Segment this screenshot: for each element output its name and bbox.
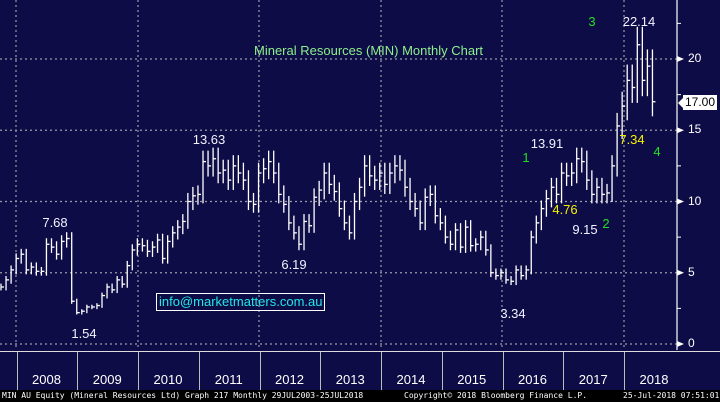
x-axis-separator — [563, 352, 565, 390]
x-tick-label: 2017 — [578, 372, 608, 387]
x-axis-separator — [441, 352, 443, 390]
price-annotation: 3.34 — [500, 306, 526, 321]
wave-count-label: 4 — [653, 144, 661, 159]
y-tick-label: 0 — [688, 336, 695, 350]
price-annotation: 13.91 — [530, 136, 564, 151]
price-annotation: 4.76 — [552, 202, 578, 217]
x-tick-label: 2015 — [457, 372, 487, 387]
status-timestamp: 25-Jul-2018 07:51:01 — [623, 391, 720, 400]
status-copyright: Copyright© 2018 Bloomberg Finance L.P. — [404, 391, 588, 400]
x-axis-separator — [502, 352, 504, 390]
x-axis-separator — [138, 352, 139, 390]
y-tick-label: 20 — [688, 51, 702, 65]
price-annotation: 9.15 — [572, 222, 598, 237]
x-axis-separator — [381, 352, 382, 390]
x-tick-label: 2008 — [32, 372, 61, 387]
x-axis-separator — [198, 352, 200, 390]
chart-title: Mineral Resources (MIN) Monthly Chart — [254, 43, 484, 58]
y-tick-label: 5 — [688, 264, 695, 279]
status-security: MIN AU Equity (Mineral Resources Ltd) Gr… — [2, 391, 364, 400]
y-tick-marker — [677, 341, 684, 347]
y-tick-marker — [677, 269, 684, 276]
y-tick-marker — [677, 198, 684, 205]
y-tick-marker — [677, 56, 684, 62]
price-annotation: 6.19 — [281, 257, 307, 272]
wave-count-label: 3 — [588, 14, 596, 29]
status-bar: MIN AU Equity (Mineral Resources Ltd) Gr… — [0, 390, 720, 402]
y-tick-marker — [677, 127, 684, 134]
x-tick-label: 2012 — [275, 372, 304, 387]
x-axis-separator — [77, 352, 79, 390]
price-plot — [0, 0, 684, 350]
y-tick-label: 10 — [688, 193, 702, 208]
x-tick-label: 2013 — [335, 372, 365, 387]
price-annotation: 13.63 — [192, 132, 226, 147]
x-axis: 2008 2009 2010 2011 2012 2013 2014 2015 2016 2017… — [0, 351, 720, 391]
wave-count-label: 2 — [602, 216, 610, 231]
x-tick-label: 2014 — [396, 372, 426, 387]
x-tick-label: 2016 — [518, 372, 547, 387]
x-tick-label: 2011 — [214, 372, 243, 387]
y-tick-label: 15 — [688, 122, 702, 137]
x-axis-separator — [624, 352, 625, 390]
x-axis-separator — [16, 352, 18, 390]
price-annotation: 22.14 — [622, 14, 656, 29]
x-tick-label: 2009 — [92, 372, 122, 387]
last-price-tag: 17.00 — [677, 95, 718, 110]
price-annotation: 1.54 — [71, 326, 97, 341]
price-annotation: 7.68 — [42, 215, 68, 230]
watermark-email: info@marketmatters.com.au — [156, 293, 326, 311]
x-tick-label: 2010 — [153, 372, 183, 387]
x-tick-label: 2018 — [639, 372, 669, 387]
price-annotation: 7.34 — [619, 132, 645, 147]
x-axis-separator — [320, 352, 322, 390]
wave-count-label: 1 — [522, 150, 530, 165]
x-axis-separator — [259, 352, 261, 390]
